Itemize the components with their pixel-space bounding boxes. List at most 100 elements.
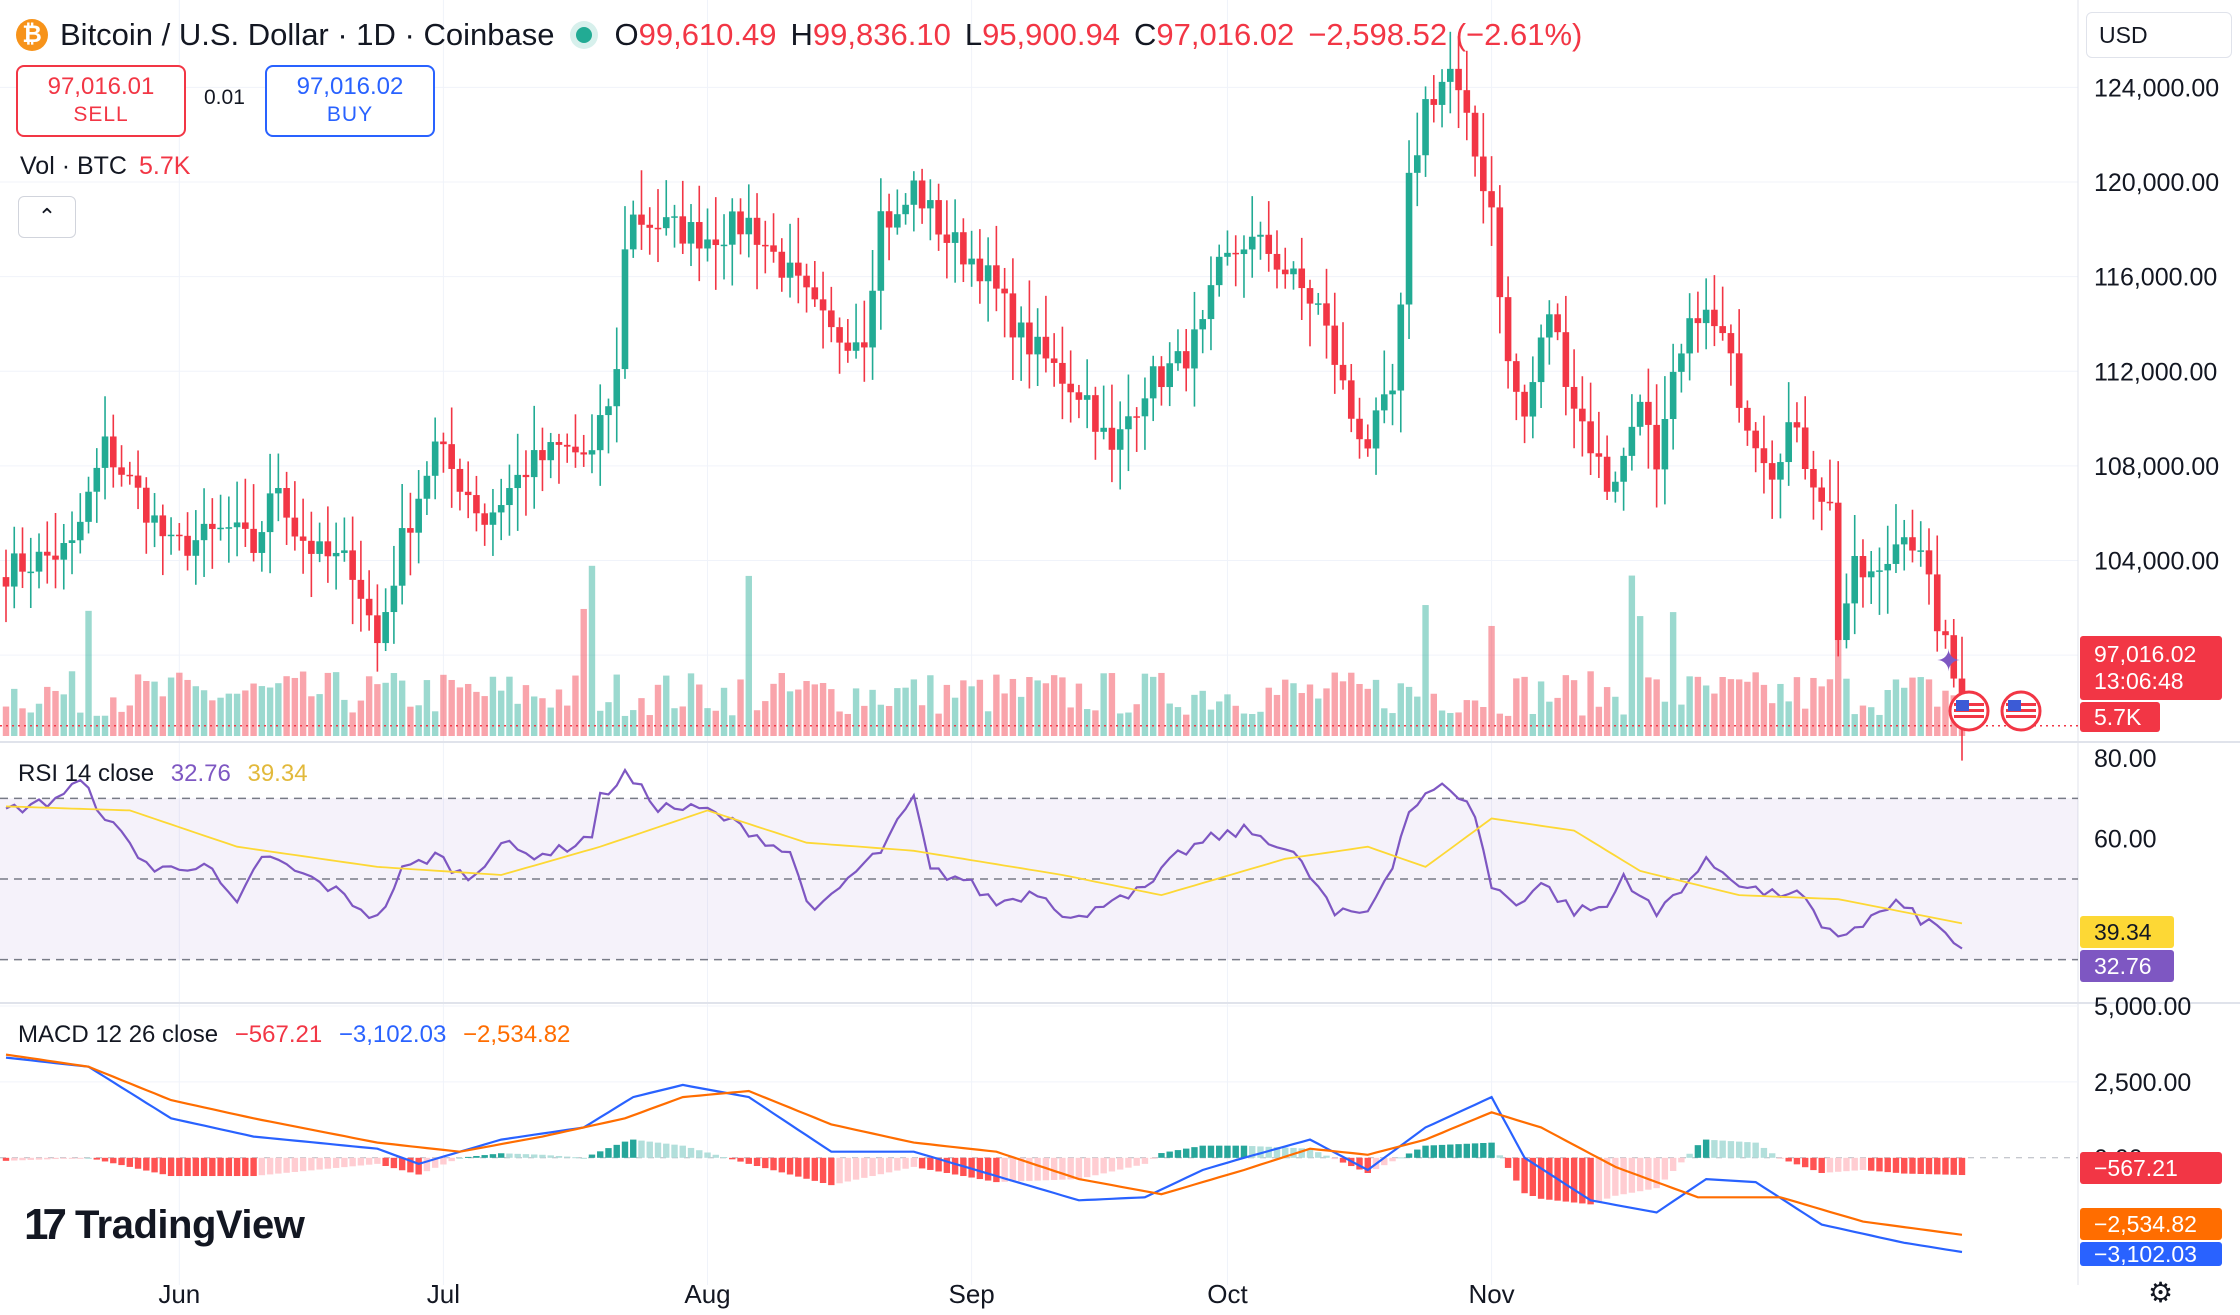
volume-bar — [1034, 680, 1041, 736]
volume-bar — [671, 708, 678, 736]
volume-bar — [1570, 680, 1578, 736]
volume-bar — [1669, 612, 1677, 736]
volume-bar — [753, 710, 761, 736]
macd-histogram-bar — [646, 1141, 653, 1158]
volume-legend-label: Vol · BTC — [20, 152, 127, 180]
candle-body — [1067, 383, 1074, 393]
volume-bar — [836, 711, 843, 736]
macd-histogram-bar — [1901, 1157, 1908, 1174]
candle-body — [1686, 318, 1693, 354]
volume-bar — [993, 674, 1000, 736]
candle-body — [341, 550, 348, 553]
macd-histogram-bar — [1562, 1157, 1570, 1202]
macd-histogram-bar — [654, 1142, 662, 1158]
candle-body — [943, 234, 951, 243]
macd-histogram-bar — [836, 1157, 843, 1184]
macd-histogram-bar — [1356, 1157, 1363, 1170]
macd-histogram-bar — [349, 1157, 356, 1167]
volume-bar — [1537, 681, 1545, 736]
volume-bar — [679, 706, 686, 736]
candle-body — [1900, 537, 1908, 545]
macd-histogram-bar — [382, 1157, 389, 1167]
macd-histogram-bar — [398, 1157, 406, 1171]
macd-histogram-bar — [1950, 1157, 1957, 1175]
macd-histogram-bar — [506, 1153, 513, 1158]
candle-body — [332, 552, 340, 557]
macd-histogram-bar — [762, 1157, 769, 1169]
close-value: 97,016.02 — [1156, 17, 1295, 52]
candle-body — [811, 287, 819, 300]
currency-select[interactable]: USD — [2086, 12, 2232, 58]
candle-body — [646, 224, 654, 228]
candle-body — [1933, 574, 1941, 632]
macd-histogram-bar — [68, 1157, 76, 1159]
macd-histogram-bar — [1191, 1147, 1198, 1158]
macd-histogram-bar — [440, 1157, 447, 1165]
candle-body — [1331, 325, 1339, 365]
volume-bar — [1405, 686, 1413, 736]
macd-histogram-bar — [613, 1144, 620, 1158]
candle-body — [704, 239, 711, 249]
macd-histogram-bar — [522, 1154, 530, 1158]
macd-histogram-bar — [357, 1157, 365, 1166]
collapse-legend-button[interactable]: ⌃ — [18, 196, 76, 238]
macd-histogram-bar — [35, 1157, 43, 1160]
bitcoin-icon[interactable]: ₿ — [16, 19, 48, 51]
macd-histogram-bar — [1702, 1139, 1710, 1158]
macd-histogram-bar — [564, 1156, 571, 1158]
volume-bar — [1149, 676, 1157, 736]
candle-body — [1380, 394, 1388, 411]
market-status-icon[interactable] — [576, 27, 593, 43]
candle-body — [52, 555, 59, 560]
volume-bar — [1925, 679, 1933, 736]
volume-bar — [654, 684, 662, 736]
us-flag-event-icon-2[interactable] — [2000, 690, 2042, 740]
volume-bar — [1521, 676, 1528, 736]
candle-body — [266, 493, 274, 533]
volume-bar — [1678, 704, 1685, 736]
volume-tag-value: 5.7K — [2094, 703, 2142, 730]
volume-bar — [547, 707, 554, 736]
settings-icon[interactable]: ⚙ — [2148, 1277, 2174, 1308]
macd-histogram-bar — [275, 1157, 282, 1174]
macd-histogram-bar — [753, 1157, 761, 1167]
volume-bar — [696, 684, 703, 736]
candle-body — [1372, 410, 1380, 449]
buy-button[interactable]: 97,016.02 BUY — [265, 65, 435, 137]
candle-body — [448, 444, 455, 469]
candle-body — [93, 467, 101, 492]
volume-bar — [357, 700, 365, 736]
macd-histogram-bar — [192, 1157, 200, 1177]
last-price-tag-value: 97,016.02 — [2094, 641, 2197, 667]
volume-bar — [1191, 694, 1198, 736]
rsi-legend[interactable]: RSI 14 close 32.76 39.34 — [18, 760, 308, 788]
macd-histogram-bar — [1727, 1141, 1735, 1158]
candle-body — [159, 515, 167, 537]
spark-ideas-icon[interactable]: ✦ — [1936, 645, 1962, 678]
volume-bar — [1546, 701, 1553, 736]
us-flag-event-icon[interactable] — [1948, 690, 1990, 740]
sell-button[interactable]: 97,016.01 SELL — [16, 65, 186, 137]
candle-body — [60, 543, 68, 560]
tradingview-logo[interactable]: 17 TradingView — [24, 1200, 305, 1250]
macd-legend[interactable]: MACD 12 26 close −567.21 −3,102.03 −2,53… — [18, 1021, 570, 1049]
volume-bar — [1166, 703, 1173, 736]
volume-bar — [1183, 714, 1190, 736]
volume-bar — [877, 704, 885, 736]
volume-legend[interactable]: Vol · BTC 5.7K — [20, 152, 190, 181]
volume-bar — [1686, 676, 1693, 736]
candle-body — [976, 258, 984, 282]
volume-bar — [1884, 690, 1891, 736]
volume-bar — [910, 679, 918, 736]
volume-bar — [1859, 705, 1867, 736]
candle-body — [1950, 635, 1958, 679]
volume-bar — [1125, 712, 1132, 736]
macd-histogram-bar — [885, 1157, 893, 1173]
candle-body — [1430, 99, 1438, 105]
volume-bar — [638, 698, 645, 736]
volume-bar — [720, 687, 728, 736]
symbol-title[interactable]: Bitcoin / U.S. Dollar · 1D · Coinbase — [60, 17, 555, 52]
volume-bar — [209, 700, 216, 736]
